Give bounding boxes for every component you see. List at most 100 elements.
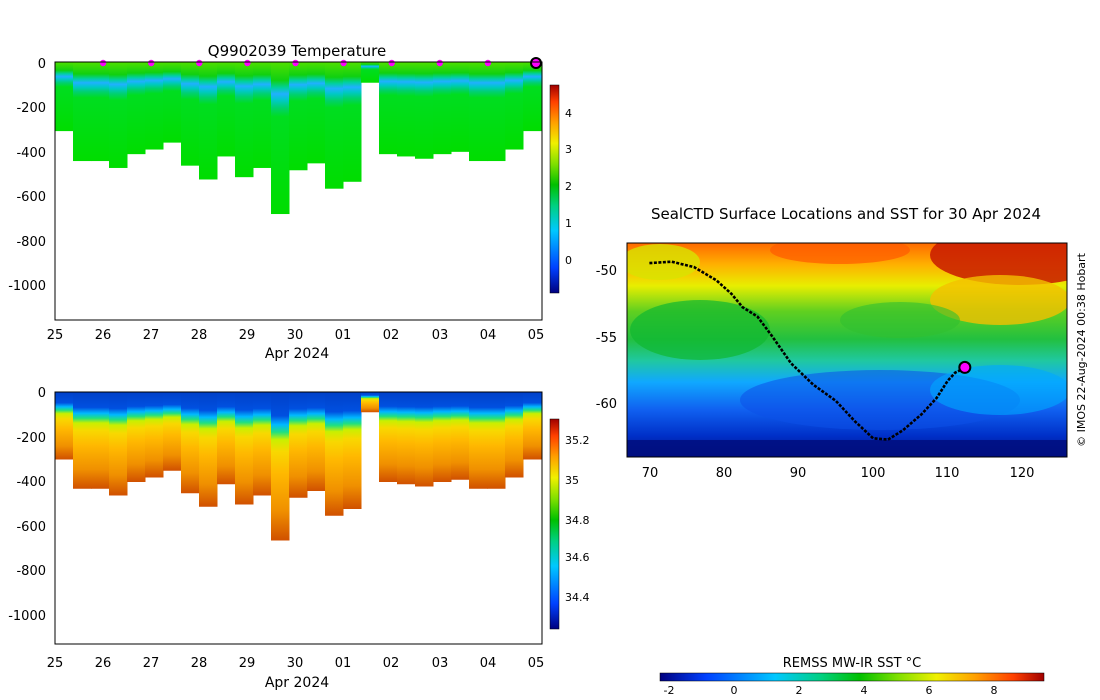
sst-field: [627, 243, 1067, 457]
colorbar-tick-label: 34.8: [565, 514, 590, 527]
colorbar-tick-label: 35: [565, 474, 579, 487]
lon-tick-label: 120: [1010, 466, 1035, 481]
profile-column: [379, 392, 398, 482]
lon-tick-label: 110: [935, 466, 960, 481]
lon-tick-label: 90: [790, 466, 807, 481]
profile-column: [505, 392, 524, 478]
x-tick-label: 30: [287, 328, 304, 343]
map-y-axis: -50 -55 -60: [596, 264, 617, 412]
profile-column: [199, 62, 218, 180]
profile-column: [109, 392, 128, 496]
profile-column: [199, 392, 218, 507]
profile-column: [181, 62, 200, 166]
x-tick-label: 27: [143, 328, 160, 343]
profile-column: [379, 62, 398, 155]
profile-column: [415, 62, 434, 159]
profile-column: [253, 62, 272, 168]
profile-column: [181, 392, 200, 494]
profile-column: [289, 62, 308, 171]
y-tick-label: 0: [38, 386, 46, 401]
colorbar-tick-label: 34.6: [565, 551, 590, 564]
profile-marker: [388, 59, 395, 67]
profile-marker: [148, 59, 155, 67]
profile-column: [217, 62, 236, 157]
profile-column: [253, 392, 272, 496]
profile-column: [73, 62, 92, 162]
sst-yellow-patch: [930, 275, 1067, 325]
profile-column: [163, 392, 182, 471]
temperature-y-axis: 0 -200 -400 -600 -800 -1000: [8, 57, 46, 294]
temperature-x-axis: 25 26 27 28 29 30 01 02 03 04 05 Apr 202…: [47, 328, 545, 362]
profile-column: [127, 62, 146, 155]
y-tick-label: -600: [16, 190, 46, 205]
profile-column: [325, 62, 344, 189]
colorbar-gradient: [549, 418, 560, 630]
salinity-y-axis: 0 -200 -400 -600 -800 -1000: [8, 386, 46, 624]
map-x-axis: 70 80 90 100 110 120: [642, 466, 1035, 481]
sst-ice-edge: [627, 440, 1067, 457]
sst-warm-patch: [930, 243, 1067, 285]
profile-column: [271, 62, 290, 215]
x-tick-label: 01: [335, 656, 352, 671]
lat-tick-label: -50: [596, 264, 617, 279]
profile-column: [145, 62, 164, 150]
lon-tick-label: 70: [642, 466, 659, 481]
x-tick-label: 25: [47, 328, 64, 343]
profile-column: [343, 62, 362, 182]
profile-column: [217, 392, 236, 485]
x-tick-label: 02: [383, 656, 400, 671]
sst-map-panel: SealCTD Surface Locations and SST for 30…: [596, 205, 1088, 481]
x-tick-label: 28: [191, 328, 208, 343]
profile-marker: [244, 59, 251, 67]
colorbar-tick-label: 2: [565, 180, 572, 193]
profile-column: [55, 62, 74, 132]
profile-marker: [484, 59, 492, 67]
salinity-x-label: Apr 2024: [265, 675, 329, 691]
profile-column: [127, 392, 146, 482]
lat-tick-label: -60: [596, 397, 617, 412]
x-tick-label: 02: [383, 328, 400, 343]
salinity-axes-frame: [54, 391, 543, 645]
profile-markers: [99, 59, 492, 67]
salinity-colorbar: 35.2 35 34.8 34.6 34.4: [549, 418, 590, 630]
profile-column: [307, 392, 326, 491]
profile-column: [487, 62, 506, 162]
colorbar-tick-label: 0: [731, 684, 738, 697]
profile-marker: [436, 59, 443, 67]
temperature-colorbar: 4 3 2 1 0: [549, 84, 572, 294]
profile-column: [91, 62, 110, 162]
x-tick-label: 04: [480, 656, 497, 671]
x-tick-label: 05: [528, 656, 545, 671]
lon-tick-label: 80: [716, 466, 733, 481]
x-tick-label: 28: [191, 656, 208, 671]
colorbar-gradient: [659, 672, 1045, 682]
y-tick-label: -1000: [8, 609, 46, 624]
x-tick-label: 26: [95, 656, 112, 671]
colorbar-tick-label: 3: [565, 143, 572, 156]
profile-column: [397, 392, 416, 485]
y-tick-label: -800: [16, 235, 46, 250]
x-tick-label: 29: [239, 656, 256, 671]
colorbar-tick-label: 0: [565, 254, 572, 267]
y-tick-label: -400: [16, 475, 46, 490]
profile-column: [451, 62, 470, 152]
temperature-axes-frame: [54, 61, 543, 321]
x-tick-label: 29: [239, 328, 256, 343]
temperature-x-label: Apr 2024: [265, 346, 329, 362]
profile-column: [163, 62, 182, 143]
profile-marker: [99, 59, 107, 67]
sst-warm-patch: [770, 243, 910, 264]
x-tick-label: 05: [528, 328, 545, 343]
profile-column: [73, 392, 92, 489]
temperature-title: Q9902039 Temperature: [208, 42, 386, 60]
y-tick-label: -800: [16, 564, 46, 579]
profile-column: [145, 392, 164, 478]
x-tick-label: 30: [287, 656, 304, 671]
salinity-x-axis: 25 26 27 28 29 30 01 02 03 04 05 Apr 202…: [47, 656, 545, 691]
profile-column: [415, 392, 434, 487]
profile-column: [523, 62, 542, 132]
y-tick-label: -600: [16, 520, 46, 535]
profile-column: [469, 62, 488, 162]
profile-column: [109, 62, 128, 168]
profile-column: [433, 392, 452, 482]
